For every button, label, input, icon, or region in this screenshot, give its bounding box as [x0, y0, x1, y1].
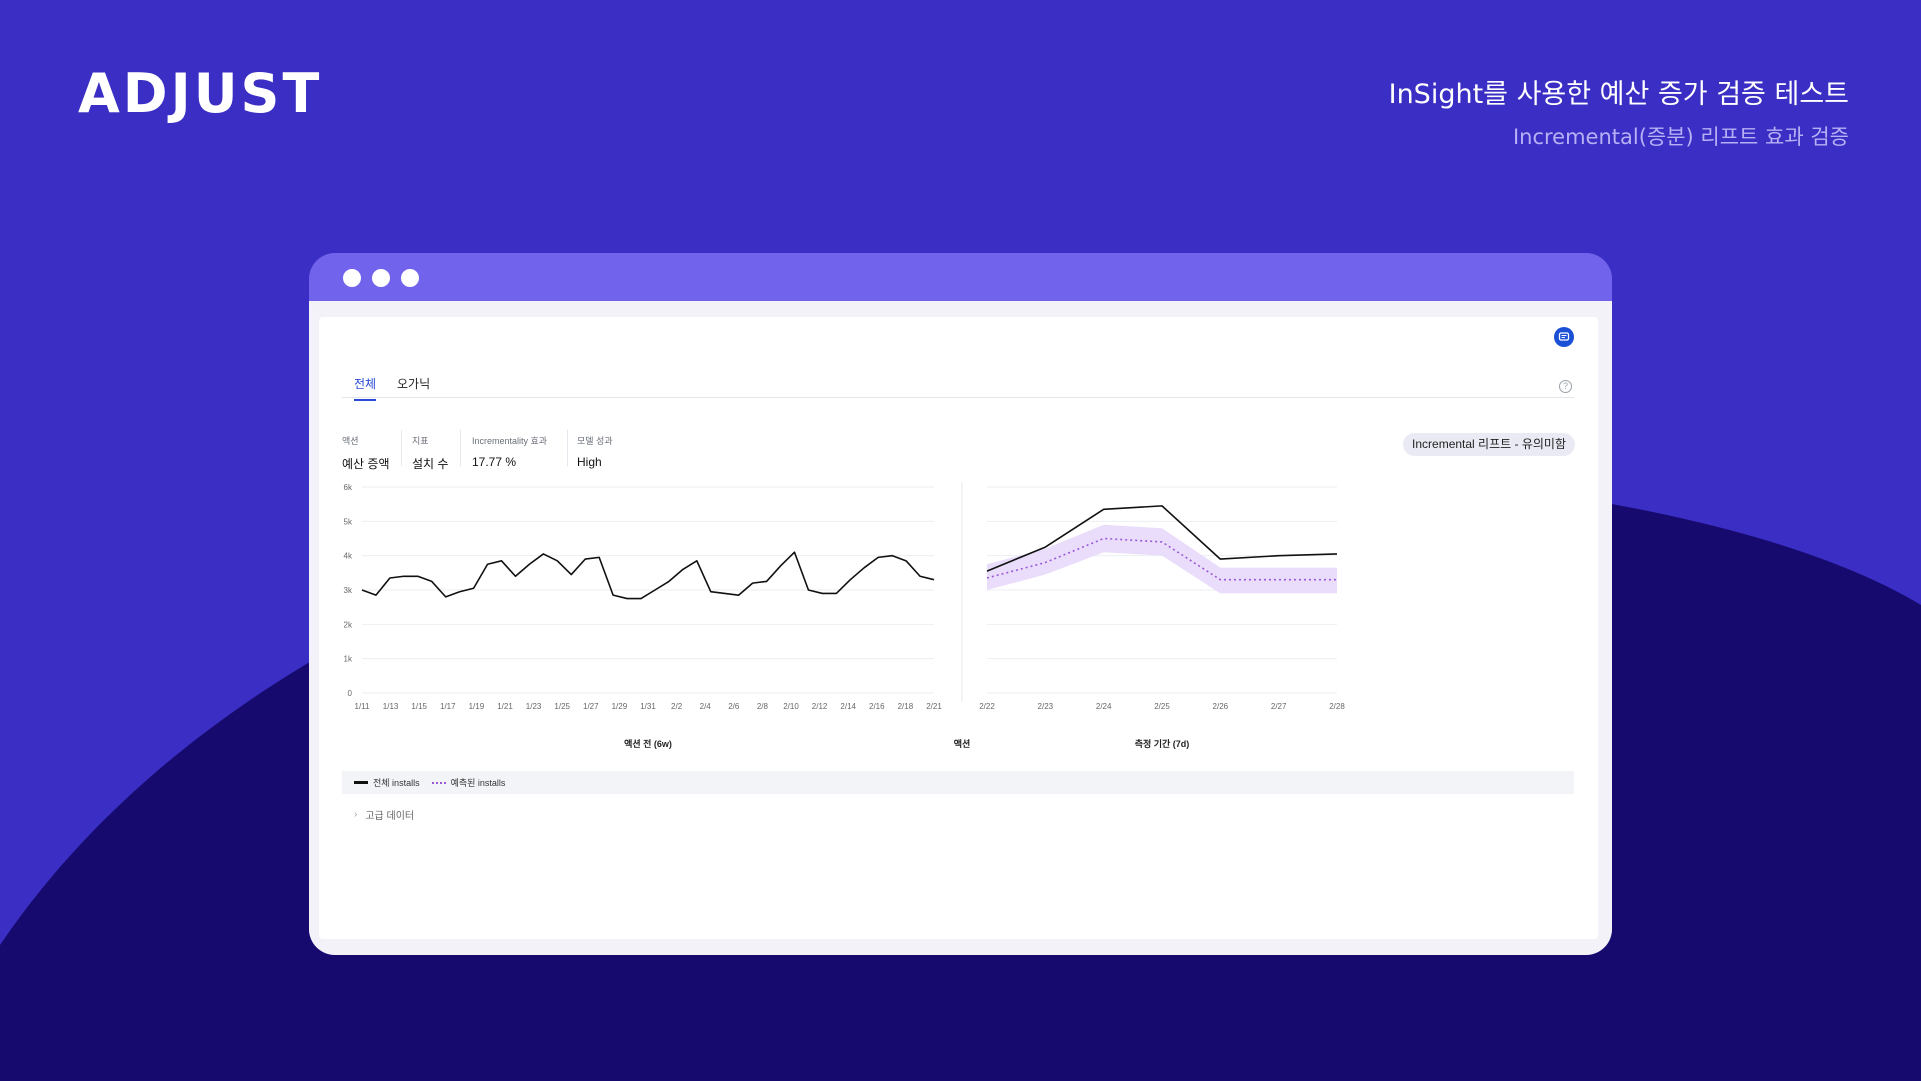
x-tick-label: 2/18 [898, 702, 914, 711]
pre-period-label: 액션 전 (6w) [624, 738, 672, 749]
x-tick-label: 1/27 [583, 702, 599, 711]
x-tick-label: 2/8 [757, 702, 769, 711]
x-tick-label: 2/12 [812, 702, 828, 711]
metric-incrementality: Incrementality 효과 17.77 % [472, 434, 547, 469]
window-dot-minimize[interactable] [372, 269, 390, 287]
x-tick-label: 2/4 [700, 702, 712, 711]
x-tick-label: 2/21 [926, 702, 942, 711]
x-tick-label: 1/19 [469, 702, 485, 711]
x-tick-label: 2/26 [1213, 702, 1229, 711]
window-content: 전체 오가닉 ? 액션 예산 증액 지표 설치 수 Incrementality… [309, 301, 1612, 955]
metric-indicator: 지표 설치 수 [412, 434, 448, 472]
post-period-label: 측정 기간 (7d) [1135, 738, 1190, 749]
header-title: InSight를 사용한 예산 증가 검증 테스트 [1388, 79, 1849, 110]
legend-label-predicted: 예측된 installs [450, 778, 506, 788]
x-tick-label: 2/2 [671, 702, 683, 711]
series-line-pre-actual [361, 551, 935, 600]
metric-label: 지표 [412, 436, 429, 446]
y-tick-label: 2k [344, 620, 353, 629]
tab-all[interactable]: 전체 [354, 375, 377, 401]
x-tick-label: 2/14 [840, 702, 856, 711]
metric-divider [460, 430, 461, 466]
insight-report-panel: 전체 오가닉 ? 액션 예산 증액 지표 설치 수 Incrementality… [319, 317, 1598, 939]
metric-divider [401, 430, 402, 466]
y-tick-label: 1k [344, 655, 353, 664]
window-dot-close[interactable] [343, 269, 361, 287]
help-icon[interactable]: ? [1559, 380, 1572, 393]
metric-model-performance: 모델 성과 High [577, 434, 613, 469]
prediction-confidence-band [987, 524, 1337, 594]
x-tick-label: 1/21 [497, 702, 513, 711]
adjust-logo: ADJUST [78, 62, 323, 125]
browser-window: 전체 오가닉 ? 액션 예산 증액 지표 설치 수 Incrementality… [309, 253, 1612, 955]
metric-value: 설치 수 [412, 457, 449, 471]
x-tick-label: 1/31 [640, 702, 656, 711]
incremental-lift-badge: Incremental 리프트 - 유의미함 [1403, 433, 1575, 456]
legend-item-actual[interactable]: 전체 installs [354, 776, 420, 789]
x-tick-label: 2/10 [783, 702, 799, 711]
x-tick-label: 1/11 [355, 702, 371, 711]
legend-swatch-predicted [431, 781, 446, 784]
metric-value: 예산 증액 [342, 457, 390, 471]
chevron-right-icon: › [354, 809, 358, 820]
y-tick-label: 5k [344, 517, 353, 526]
metric-divider [567, 430, 568, 466]
x-tick-label: 2/25 [1154, 702, 1170, 711]
x-tick-label: 2/22 [979, 702, 995, 711]
action-label: 액션 [954, 738, 971, 749]
x-tick-label: 1/23 [526, 702, 542, 711]
x-tick-label: 2/16 [869, 702, 885, 711]
header-subtitle: Incremental(증분) 리프트 효과 검증 [1512, 125, 1849, 149]
advanced-data-label: 고급 데이터 [365, 811, 415, 822]
x-tick-label: 2/6 [728, 702, 740, 711]
chat-icon[interactable] [1554, 327, 1574, 347]
y-tick-label: 4k [344, 552, 353, 561]
legend-item-predicted[interactable]: 예측된 installs [431, 776, 506, 789]
metric-value: High [577, 455, 602, 469]
x-tick-label: 1/17 [440, 702, 456, 711]
chart-legend: 전체 installs 예측된 installs [342, 771, 1574, 794]
legend-swatch-actual [354, 781, 368, 784]
tab-bar: 전체 오가닉 [342, 371, 1574, 401]
metric-label: 모델 성과 [577, 436, 613, 446]
window-dot-maximize[interactable] [401, 269, 419, 287]
tab-organic[interactable]: 오가닉 [397, 377, 431, 391]
legend-label-actual: 전체 installs [373, 778, 420, 788]
metric-value: 17.77 % [472, 455, 517, 469]
series-line-post-actual [986, 505, 1338, 572]
x-tick-label: 1/29 [612, 702, 628, 711]
installs-chart: 0 1k 2k 3k 4k 5k 6k 1/11 1/13 1/15 1/17 1/19 1/21 1/2… [344, 482, 1345, 749]
x-tick-label: 1/13 [383, 702, 399, 711]
y-tick-label: 6k [344, 483, 353, 492]
advanced-data-toggle[interactable]: › 고급 데이터 [354, 807, 414, 822]
header: InSight를 사용한 예산 증가 검증 테스트 Incremental(증분… [1389, 72, 1849, 151]
x-tick-label: 1/25 [554, 702, 570, 711]
y-tick-label: 3k [344, 586, 353, 595]
x-tick-label: 1/15 [411, 702, 427, 711]
x-tick-label: 2/24 [1096, 702, 1112, 711]
window-titlebar [309, 253, 1612, 301]
metric-label: 액션 [342, 436, 359, 446]
x-tick-label: 2/23 [1038, 702, 1054, 711]
series-line-predicted [986, 537, 1337, 581]
metric-label: Incrementality 효과 [472, 436, 548, 446]
x-tick-label: 2/28 [1329, 702, 1345, 711]
x-tick-label: 2/27 [1271, 702, 1287, 711]
metric-action: 액션 예산 증액 [342, 434, 390, 472]
y-tick-label: 0 [348, 689, 353, 698]
